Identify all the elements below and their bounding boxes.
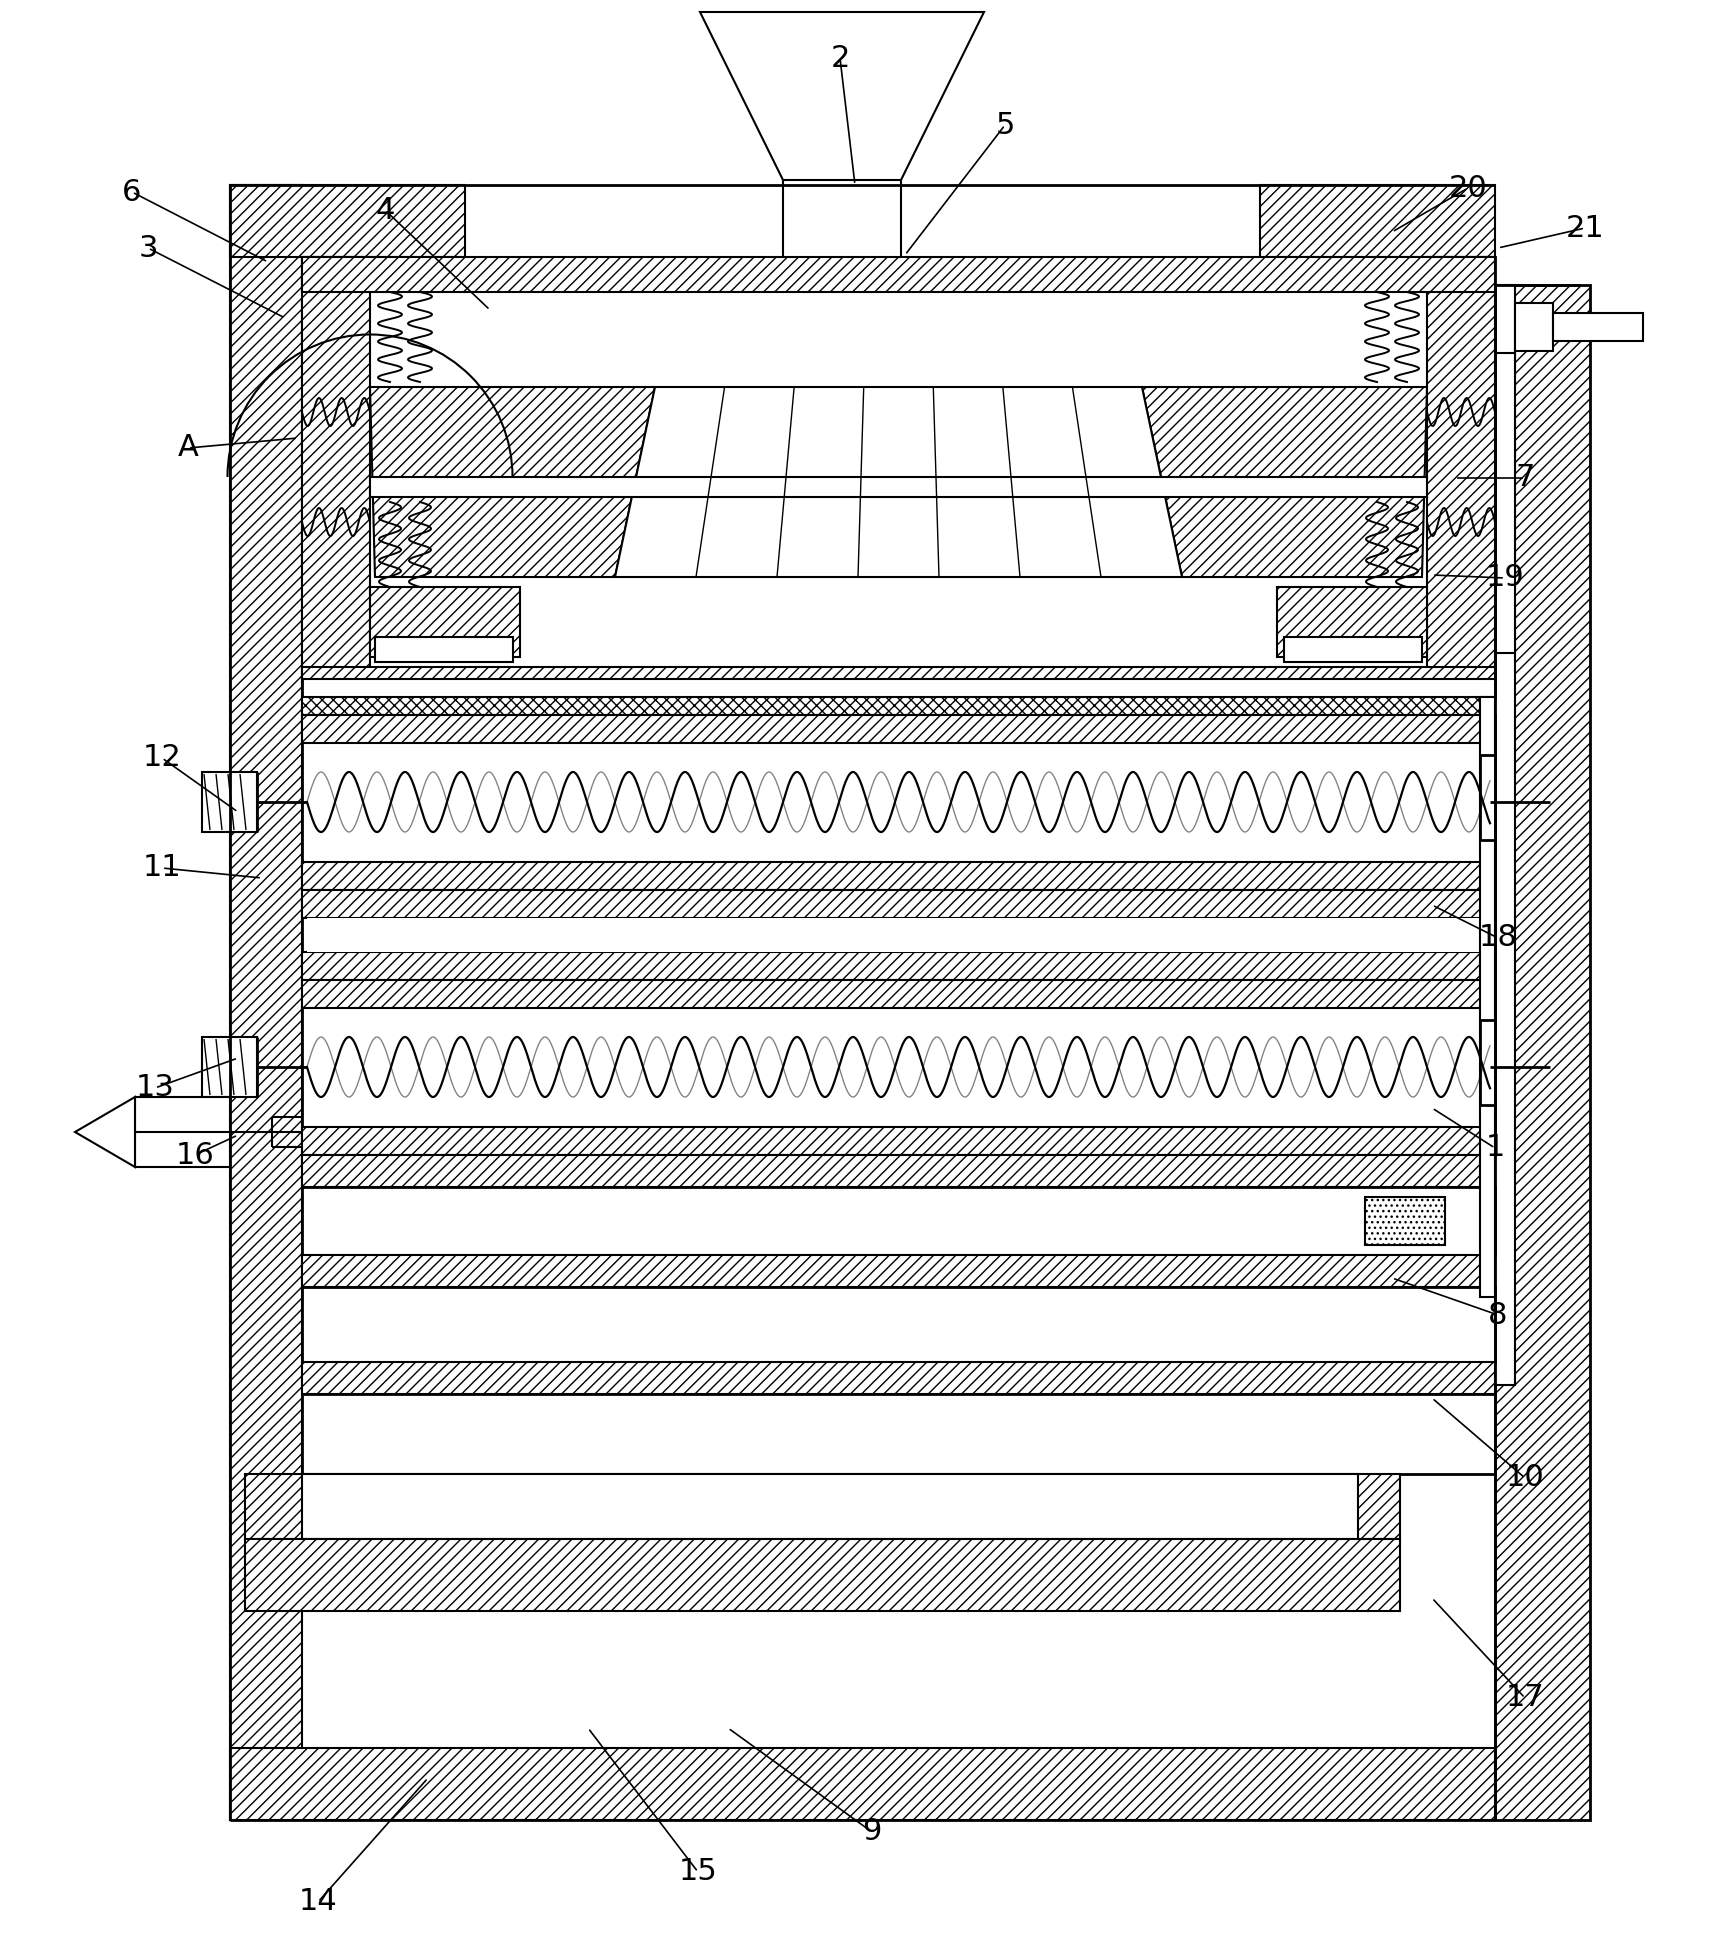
Bar: [1494, 284, 1515, 1386]
Bar: [370, 588, 520, 658]
Bar: [229, 1748, 1494, 1820]
Bar: [302, 862, 1494, 889]
Text: 19: 19: [1485, 564, 1523, 592]
Bar: [302, 257, 1494, 697]
Bar: [1277, 588, 1427, 658]
Bar: [1284, 636, 1421, 662]
Text: 5: 5: [994, 111, 1015, 140]
Bar: [370, 477, 1427, 496]
Bar: [302, 257, 1494, 292]
Bar: [302, 667, 1494, 679]
Text: 7: 7: [1515, 463, 1533, 492]
Text: 20: 20: [1447, 173, 1487, 202]
Bar: [1552, 313, 1642, 341]
Text: 9: 9: [862, 1818, 880, 1847]
Polygon shape: [700, 12, 984, 179]
Bar: [1478, 755, 1494, 841]
Bar: [302, 1473, 1358, 1539]
Bar: [302, 1127, 1494, 1156]
Bar: [302, 714, 1494, 889]
Bar: [302, 697, 1494, 714]
Text: 17: 17: [1504, 1683, 1544, 1712]
Bar: [1494, 284, 1589, 1820]
Bar: [1515, 304, 1552, 350]
Bar: [134, 1098, 229, 1168]
Text: 14: 14: [298, 1888, 338, 1917]
Bar: [1478, 1020, 1494, 1105]
Bar: [1260, 185, 1494, 257]
Bar: [229, 185, 465, 257]
Text: 12: 12: [143, 743, 181, 773]
Bar: [302, 1255, 1494, 1286]
Bar: [302, 257, 370, 697]
Text: 15: 15: [679, 1858, 717, 1886]
Bar: [302, 1156, 1494, 1187]
Text: 21: 21: [1564, 214, 1604, 243]
Polygon shape: [615, 387, 1182, 578]
Polygon shape: [370, 387, 655, 578]
Bar: [229, 185, 302, 1820]
Polygon shape: [76, 1098, 134, 1168]
Bar: [202, 1037, 257, 1098]
Bar: [302, 889, 1494, 981]
Polygon shape: [1141, 387, 1427, 578]
Bar: [1478, 697, 1494, 1296]
Text: 2: 2: [830, 43, 849, 72]
Bar: [307, 919, 1489, 952]
Text: 10: 10: [1504, 1463, 1544, 1493]
Bar: [245, 1539, 1399, 1611]
Bar: [302, 952, 1494, 981]
Bar: [302, 714, 1494, 743]
Text: 4: 4: [376, 195, 395, 224]
Bar: [302, 889, 1494, 919]
Bar: [302, 667, 1494, 697]
Text: A: A: [177, 434, 198, 463]
Text: 18: 18: [1478, 924, 1516, 952]
Bar: [302, 981, 1494, 1008]
Text: 16: 16: [176, 1140, 214, 1170]
Bar: [376, 636, 513, 662]
Bar: [302, 1286, 1494, 1362]
Text: 6: 6: [122, 177, 141, 206]
Bar: [302, 1393, 1494, 1473]
Text: 3: 3: [138, 234, 159, 263]
Text: 13: 13: [136, 1074, 174, 1103]
Bar: [202, 773, 257, 833]
Bar: [1365, 1197, 1444, 1245]
Text: 1: 1: [1485, 1133, 1504, 1162]
Bar: [302, 1362, 1494, 1393]
Bar: [302, 981, 1494, 1156]
Text: 11: 11: [143, 854, 181, 882]
Text: 8: 8: [1487, 1300, 1508, 1329]
Bar: [302, 1187, 1494, 1255]
Bar: [245, 1473, 1399, 1539]
Bar: [1427, 257, 1494, 697]
Bar: [1492, 352, 1515, 654]
